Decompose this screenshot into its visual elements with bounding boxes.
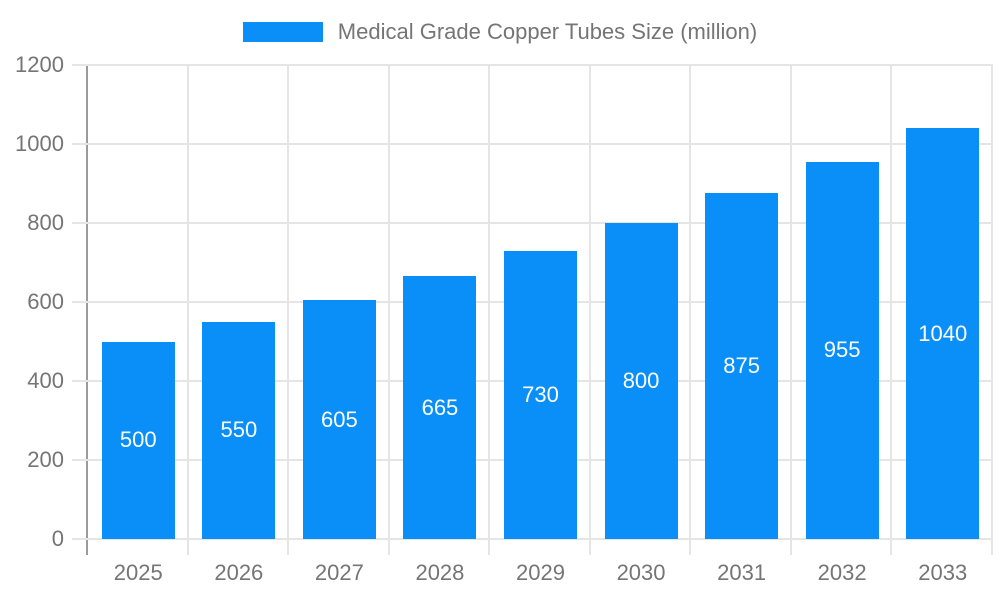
y-tick-1200	[72, 64, 88, 66]
v-gridline-7	[789, 65, 792, 555]
x-axis-labels: 2025 2026 2027 2028 2029 2030 2031 2032 2033	[88, 562, 993, 592]
y-tick-600	[72, 301, 88, 303]
x-tick-label-2029: 2029	[516, 560, 565, 585]
y-tick-0	[72, 538, 88, 540]
bar-2026[interactable]: 550	[202, 321, 276, 539]
h-gridline-0	[88, 538, 993, 540]
bar-value-label-2030: 800	[622, 368, 660, 393]
v-gridline-8	[890, 65, 893, 555]
v-gridline-5	[588, 65, 591, 555]
legend-label[interactable]: Medical Grade Copper Tubes Size (million…	[337, 19, 758, 44]
v-gridline-3	[387, 65, 390, 555]
bar-2028[interactable]: 665	[403, 276, 477, 539]
y-tick-label-1000: 1000	[15, 131, 64, 156]
bar-2029[interactable]: 730	[504, 250, 577, 539]
x-tick-label-2033: 2033	[918, 560, 968, 585]
y-tick-1000	[72, 143, 88, 145]
bar-2032[interactable]: 955	[805, 161, 879, 539]
y-tick-label-400: 400	[27, 368, 64, 393]
bar-value-label-2033: 1040	[918, 320, 968, 346]
h-gridline-1200	[88, 64, 993, 66]
bar-value-label-2028: 665	[421, 394, 459, 420]
x-tick-label-2026: 2026	[214, 560, 264, 585]
y-tick-400	[72, 380, 88, 382]
bar-value-label-2032: 955	[823, 337, 861, 363]
x-tick-label-2031: 2031	[717, 560, 767, 585]
x-tick-label-2025: 2025	[113, 560, 163, 585]
y-tick-label-800: 800	[27, 210, 64, 235]
bar-2030[interactable]: 800	[604, 223, 678, 539]
v-gridline-1	[186, 65, 189, 555]
bar-value-label-2026: 550	[220, 417, 258, 443]
y-tick-label-600: 600	[27, 289, 64, 314]
bar-value-label-2025: 500	[119, 427, 157, 453]
plot-area: 500 550 605 665 730 800 875 955 1040	[72, 64, 993, 555]
x-tick-label-2027: 2027	[314, 560, 364, 585]
bar-2025[interactable]: 500	[101, 341, 175, 539]
v-gridline-4	[488, 65, 491, 555]
v-gridline-9	[991, 65, 993, 555]
bar-2027[interactable]: 605	[302, 300, 376, 539]
x-tick-label-2032: 2032	[817, 560, 867, 585]
y-tick-label-0: 0	[51, 526, 64, 551]
y-axis-line	[86, 65, 88, 555]
x-tick-label-2028: 2028	[415, 560, 465, 585]
y-tick-200	[72, 459, 88, 461]
y-tick-800	[72, 222, 88, 224]
y-tick-label-200: 200	[27, 447, 64, 472]
legend: Medical Grade Copper Tubes Size (million…	[0, 19, 1000, 45]
v-gridline-2	[287, 65, 290, 555]
h-gridline-800	[88, 222, 993, 224]
bar-value-label-2027: 605	[321, 406, 358, 432]
legend-swatch[interactable]	[242, 22, 323, 42]
x-tick-label-2030: 2030	[616, 560, 666, 585]
v-gridline-6	[689, 65, 692, 555]
h-gridline-1000	[88, 143, 993, 145]
bar-value-label-2029: 730	[522, 381, 559, 407]
y-axis-labels: 0 200 400 600 800 1000 1200	[0, 54, 64, 550]
bar-value-label-2031: 875	[723, 353, 760, 379]
bar-2031[interactable]: 875	[705, 193, 779, 539]
y-tick-label-1200: 1200	[15, 52, 64, 77]
bar-2033[interactable]: 1040	[906, 128, 980, 539]
